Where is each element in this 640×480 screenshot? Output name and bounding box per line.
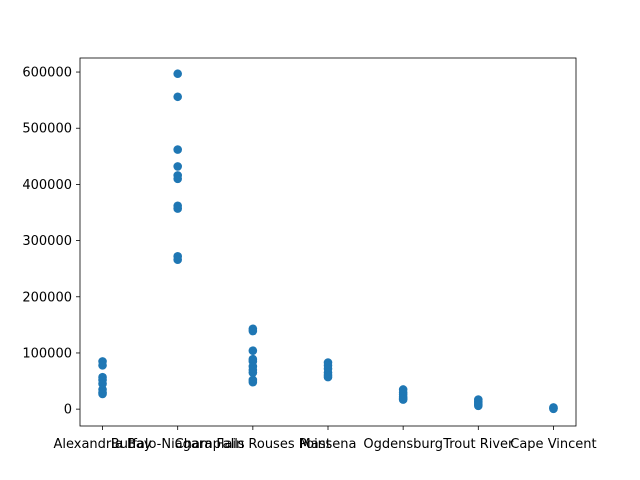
scatter-point: [98, 361, 107, 370]
y-tick-label: 200000: [22, 290, 72, 305]
y-tick-label: 100000: [22, 346, 72, 361]
scatter-point: [248, 377, 258, 387]
plot-area-frame: [79, 57, 577, 427]
scatter-point: [398, 395, 408, 404]
scatter-point: [474, 401, 483, 411]
scatter-point: [323, 372, 333, 382]
scatter-point: [248, 368, 258, 377]
scatter-point: [173, 204, 182, 213]
scatter-point: [173, 174, 182, 184]
data-points: [98, 69, 558, 414]
y-tick-label: 600000: [22, 66, 72, 81]
x-tick-label: Alexandria Bay: [54, 437, 152, 452]
y-axis-ticks: 0 100000 200000 300000 400000 500000 600000: [22, 66, 80, 418]
x-tick-label: Champlain Rouses Point: [175, 437, 331, 452]
scatter-point: [248, 346, 258, 356]
y-tick-label: 0: [64, 403, 72, 418]
y-tick-label: 500000: [22, 122, 72, 137]
scatter-point: [173, 69, 182, 79]
x-tick-label: Ogdensburg: [363, 437, 443, 452]
scatter-point: [173, 255, 182, 264]
y-tick-label: 400000: [22, 178, 72, 193]
scatter-point: [173, 145, 182, 154]
scatter-point: [173, 92, 182, 102]
x-tick-label: Buffalo-Niagara Falls: [111, 437, 245, 452]
scatter-point: [98, 389, 107, 399]
scatter-point: [173, 162, 182, 171]
x-tick-label: Massena: [300, 437, 357, 452]
scatter-point: [549, 404, 558, 414]
scatter-point: [248, 326, 258, 336]
x-tick-label: Trout River: [442, 437, 514, 452]
y-tick-label: 300000: [22, 234, 72, 249]
x-tick-label: Cape Vincent: [510, 437, 596, 452]
